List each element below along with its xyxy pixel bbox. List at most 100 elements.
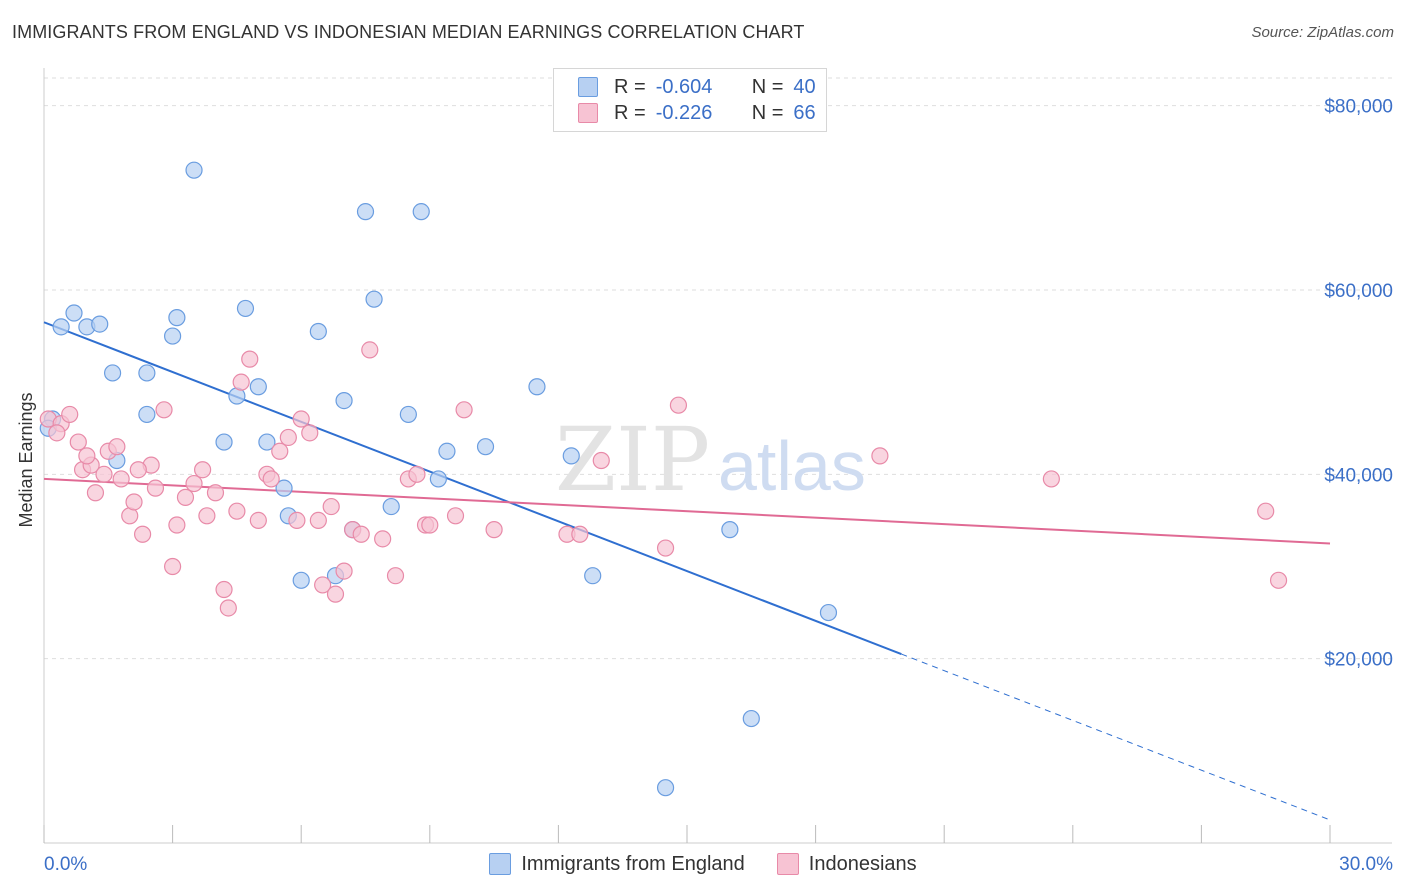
england-point	[819, 603, 838, 622]
stats-legend: R = -0.604 N = 40 R = -0.226 N = 66	[553, 68, 827, 132]
indonesians-point	[301, 424, 319, 442]
indonesians-point	[669, 396, 688, 414]
england-point	[185, 161, 203, 179]
indonesians-point	[455, 401, 473, 419]
legend-r-label: R =	[614, 75, 646, 98]
england-point	[438, 442, 456, 460]
indonesians-point	[241, 350, 259, 368]
indonesians-point	[571, 525, 589, 543]
england-point	[356, 203, 375, 221]
indonesians-point	[125, 493, 143, 511]
legend-row-england: R = -0.604 N = 40	[578, 74, 816, 100]
indonesians-point	[871, 447, 889, 465]
indonesians-point	[386, 567, 405, 585]
england-point	[365, 290, 383, 308]
england-point	[476, 438, 495, 456]
indonesians-point	[292, 410, 310, 428]
indonesians-point	[194, 461, 212, 479]
indonesians-point	[309, 511, 327, 530]
y-axis-label: Median Earnings	[16, 392, 36, 527]
england-point	[168, 309, 186, 327]
england-point	[52, 318, 70, 336]
indonesians-point	[78, 447, 96, 465]
indonesians-point	[249, 511, 267, 530]
indonesians-point	[335, 562, 353, 580]
indonesians-point	[446, 507, 465, 525]
indonesians-point	[374, 530, 392, 548]
watermark-atlas: atlas	[718, 427, 866, 505]
indonesians-point	[164, 557, 182, 576]
legend-row-indonesians: R = -0.226 N = 66	[578, 100, 816, 126]
indonesians-point	[314, 576, 332, 594]
england-point	[309, 322, 327, 341]
legend-r-value: -0.604	[655, 75, 713, 98]
legend-n-value: 40	[793, 75, 816, 98]
axis-labels: $20,000 $40,000 $60,000 $80,000 0.0% 30.0% Med…	[16, 97, 1393, 875]
indonesians-point	[69, 433, 87, 451]
indonesians-point	[176, 488, 195, 506]
x-tick-label-min: 0.0%	[44, 854, 87, 875]
grid-lines	[44, 77, 1392, 660]
watermark: ZIP atlas	[555, 408, 866, 511]
indonesians-point	[219, 599, 237, 617]
indonesians-point	[1257, 502, 1275, 520]
england-point	[103, 364, 122, 382]
indonesians-point	[146, 479, 165, 497]
indonesians-point	[155, 401, 173, 419]
england-point	[236, 299, 255, 318]
england-point	[399, 405, 417, 424]
england-point	[429, 470, 447, 488]
trend-lines	[43, 321, 1331, 821]
indonesians-point	[421, 516, 439, 534]
y-tick-label: $40,000	[1324, 465, 1393, 486]
indonesians-point	[206, 484, 225, 502]
indonesians-point	[86, 484, 105, 502]
legend-item-england[interactable]: Immigrants from England	[489, 852, 745, 876]
chart-title: IMMIGRANTS FROM ENGLAND VS INDONESIAN ME…	[12, 22, 805, 42]
england-point	[249, 378, 267, 396]
indonesians-point	[112, 470, 130, 488]
indonesians-point	[408, 465, 426, 483]
indonesians-point	[61, 405, 79, 424]
indonesians-point	[228, 502, 246, 520]
indonesians-point	[215, 580, 233, 599]
indonesians-point	[108, 438, 126, 456]
england-point	[275, 479, 293, 497]
indonesians-point	[656, 539, 675, 557]
england-trend-line	[43, 321, 902, 655]
indonesians-point	[133, 525, 152, 543]
england-point	[215, 433, 233, 451]
indonesians-point	[485, 521, 503, 539]
legend-swatch-pink	[578, 103, 598, 123]
england-point	[138, 364, 156, 382]
england-point	[65, 304, 83, 322]
y-tick-label: $60,000	[1324, 281, 1393, 302]
y-tick-label: $20,000	[1324, 650, 1393, 671]
legend-n-label: N =	[751, 101, 784, 124]
legend-item-label: Indonesians	[808, 852, 917, 875]
legend-item-label: Immigrants from England	[521, 852, 745, 875]
indonesians-point	[352, 525, 370, 543]
england-point	[164, 327, 182, 345]
england-point	[335, 391, 353, 410]
england-point	[584, 567, 602, 585]
england-point	[258, 433, 276, 451]
indonesians-point	[326, 585, 345, 603]
england-trend-extension	[901, 653, 1331, 821]
legend-r-label: R =	[614, 101, 646, 124]
indonesians-point	[288, 511, 306, 530]
indonesians-point	[129, 461, 147, 479]
legend-swatch-pink	[776, 853, 799, 875]
chart-source: Source: ZipAtlas.com	[1251, 24, 1394, 41]
england-point	[292, 571, 310, 589]
axes	[43, 68, 1392, 844]
indonesians-point	[322, 497, 340, 516]
indonesians-point	[168, 516, 186, 534]
indonesians-point	[1269, 571, 1288, 589]
watermark-zip: ZIP	[555, 408, 710, 511]
series-legend: Immigrants from England Indonesians	[0, 851, 1406, 877]
data-points	[39, 161, 1288, 797]
legend-item-indonesians[interactable]: Indonesians	[776, 852, 917, 876]
indonesians-point	[279, 428, 297, 447]
